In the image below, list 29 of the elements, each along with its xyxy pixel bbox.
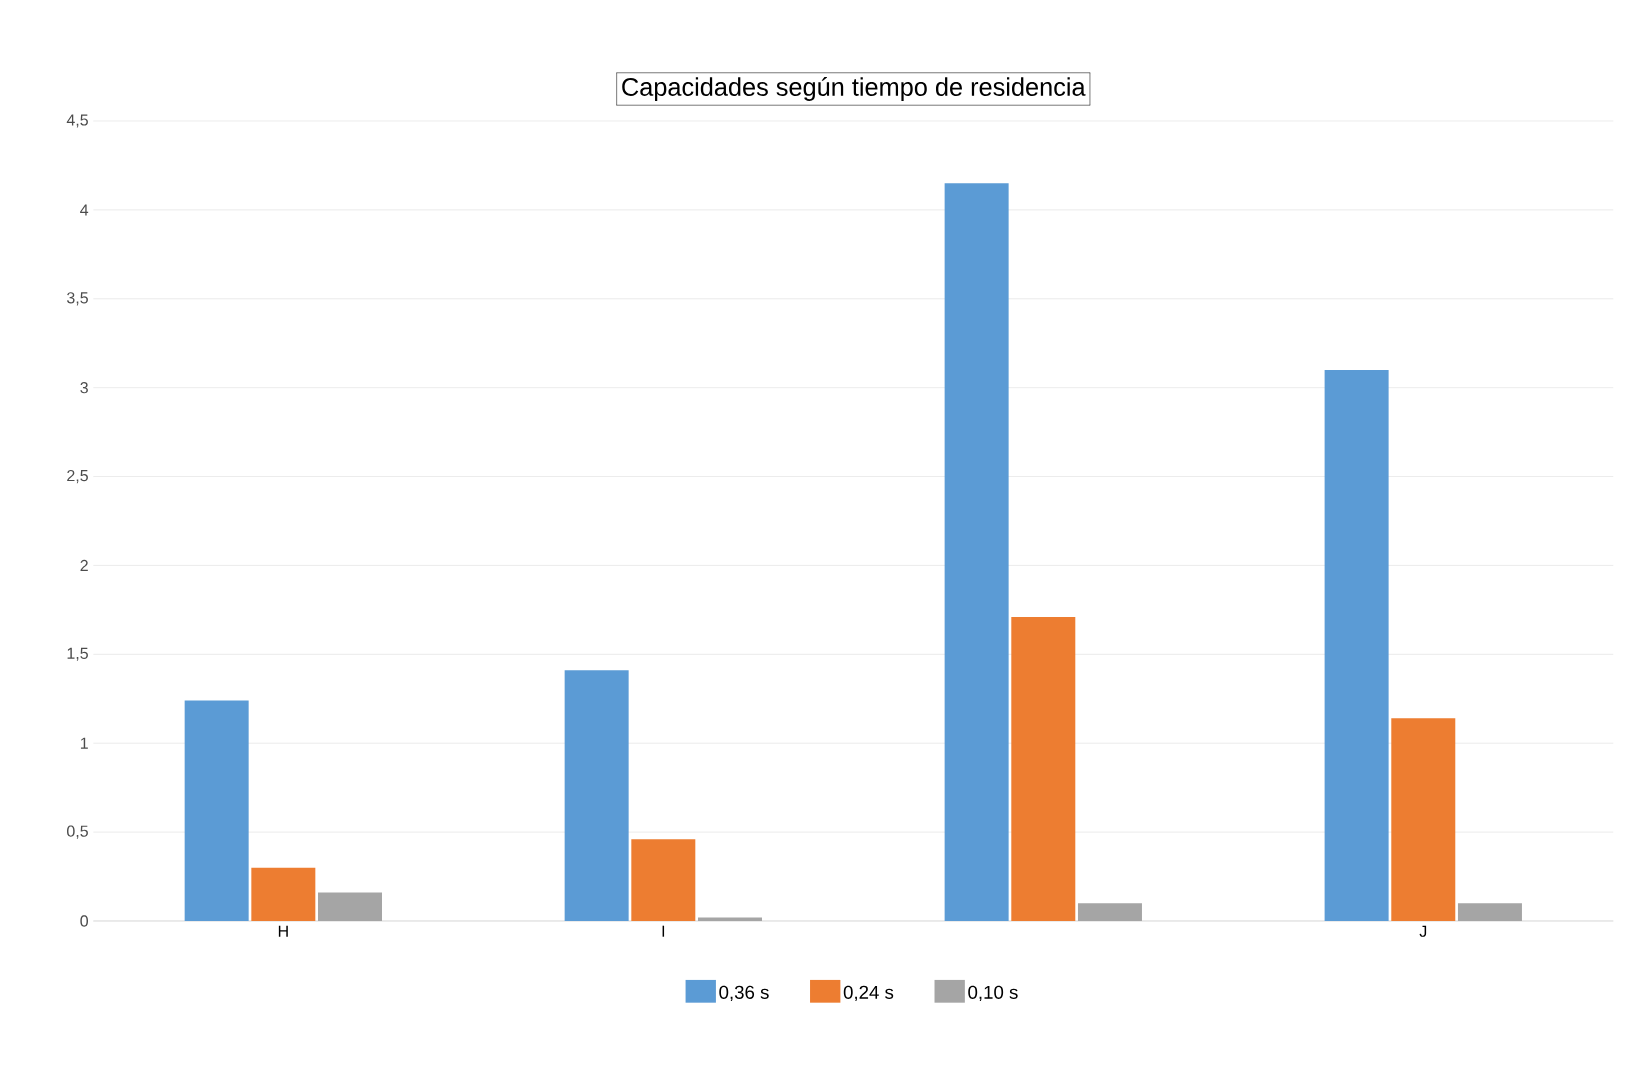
bar: [697, 917, 762, 921]
x-tick-label: H: [278, 925, 288, 937]
y-tick-label: 4,5: [66, 114, 88, 128]
bar: [1391, 718, 1456, 921]
bar: [564, 670, 629, 921]
y-tick-label: 1,5: [67, 647, 88, 661]
y-tick-label: 3: [80, 382, 88, 394]
x-tick-label: I: [662, 925, 665, 937]
bar: [631, 839, 696, 921]
bar: [251, 867, 316, 921]
y-tick-label: 0,5: [67, 825, 88, 839]
x-tick-label: J: [1419, 925, 1427, 937]
y-tick-label: 3,5: [66, 292, 88, 306]
bar: [318, 892, 382, 921]
legend-label: 0,10 s: [968, 985, 1018, 1002]
bar: [944, 183, 1009, 921]
bar: [1457, 903, 1522, 921]
bar: [1077, 903, 1142, 921]
bar: [1011, 616, 1076, 921]
bar: [1324, 369, 1389, 921]
y-tick-label: 0: [80, 915, 89, 927]
legend-label: 0,36 s: [719, 985, 769, 1002]
y-tick-label: 2,5: [67, 469, 88, 484]
y-tick-label: 2: [80, 559, 88, 572]
y-tick-label: 4: [80, 204, 89, 216]
bar: [184, 700, 249, 921]
chart-title: Capacidades según tiempo de residencia: [622, 77, 1086, 101]
y-tick-label: 1: [80, 737, 88, 749]
legend-label: 0,24 s: [843, 985, 894, 1002]
